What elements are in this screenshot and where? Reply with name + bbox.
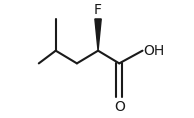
Text: F: F: [94, 3, 102, 17]
Text: O: O: [114, 100, 125, 114]
Polygon shape: [95, 19, 101, 51]
Text: OH: OH: [144, 44, 165, 58]
